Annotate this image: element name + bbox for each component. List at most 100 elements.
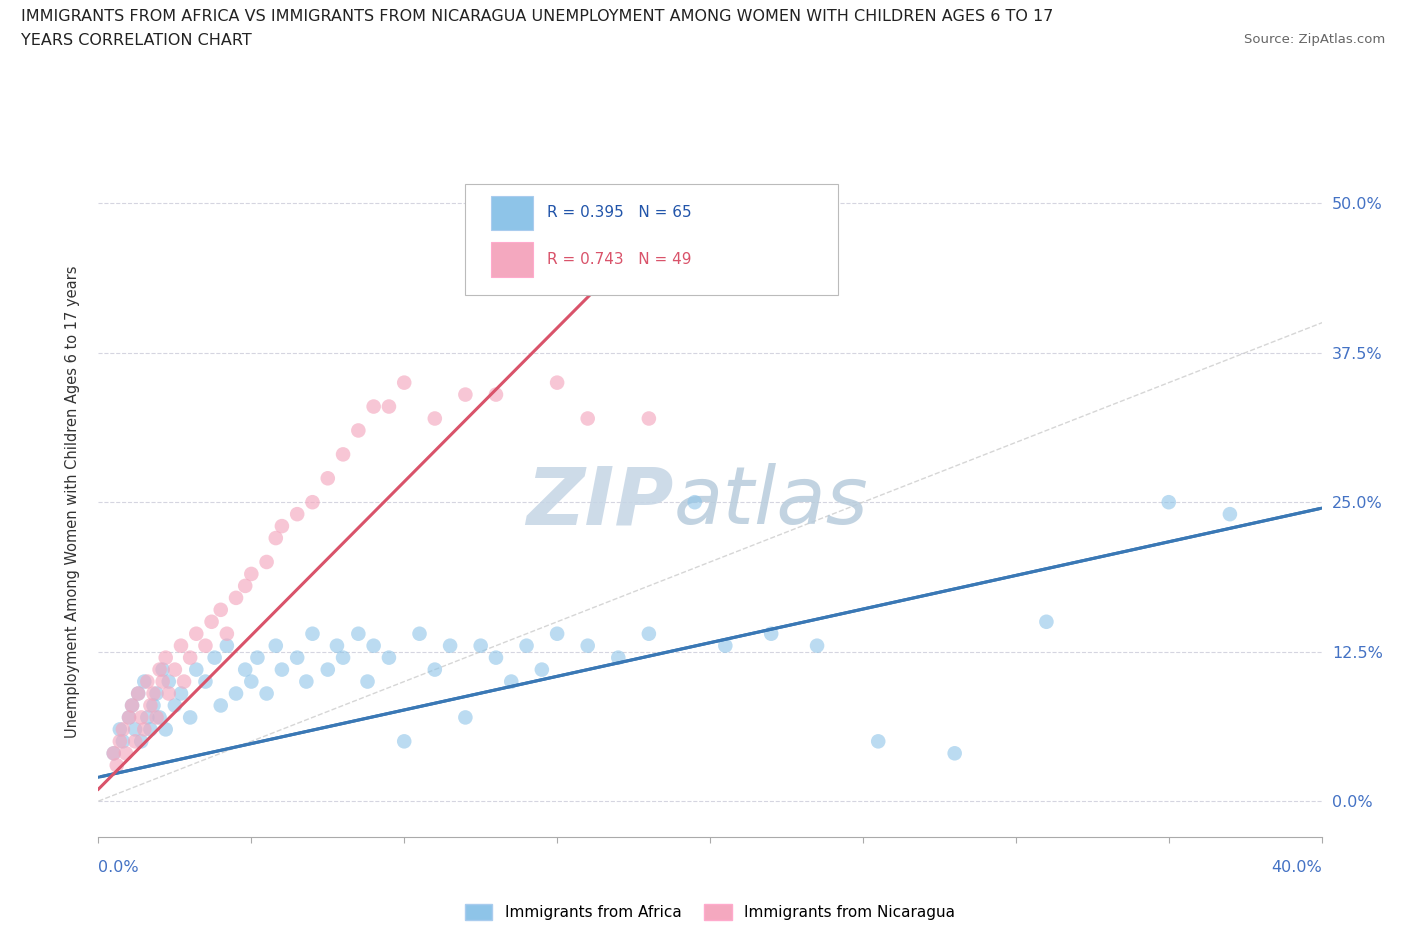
Point bbox=[127, 686, 149, 701]
Point bbox=[408, 626, 430, 641]
Point bbox=[1035, 615, 1057, 630]
Point bbox=[149, 710, 172, 724]
Point bbox=[215, 638, 238, 653]
Point bbox=[347, 423, 370, 438]
Point bbox=[124, 734, 146, 749]
Point bbox=[363, 399, 385, 414]
Point bbox=[295, 674, 318, 689]
Point bbox=[111, 722, 134, 737]
Point bbox=[240, 674, 263, 689]
Text: IMMIGRANTS FROM AFRICA VS IMMIGRANTS FROM NICARAGUA UNEMPLOYMENT AMONG WOMEN WIT: IMMIGRANTS FROM AFRICA VS IMMIGRANTS FRO… bbox=[21, 9, 1053, 24]
Point bbox=[233, 578, 256, 593]
Point bbox=[423, 662, 446, 677]
Point bbox=[163, 698, 186, 713]
Point bbox=[134, 722, 156, 737]
FancyBboxPatch shape bbox=[491, 195, 533, 231]
Point bbox=[163, 662, 186, 677]
Point bbox=[157, 686, 180, 701]
Point bbox=[179, 650, 201, 665]
Text: atlas: atlas bbox=[673, 463, 868, 541]
Point bbox=[256, 686, 278, 701]
Point bbox=[111, 734, 134, 749]
Point bbox=[485, 387, 508, 402]
Point bbox=[155, 650, 177, 665]
Point bbox=[285, 507, 308, 522]
Point bbox=[546, 375, 568, 390]
Point bbox=[118, 710, 141, 724]
Point bbox=[363, 638, 385, 653]
Point bbox=[115, 746, 138, 761]
Point bbox=[145, 686, 167, 701]
Point bbox=[103, 746, 125, 761]
Point bbox=[209, 698, 232, 713]
Point bbox=[1157, 495, 1180, 510]
Point bbox=[356, 674, 378, 689]
Point bbox=[134, 674, 156, 689]
Point bbox=[454, 387, 477, 402]
Point bbox=[316, 662, 339, 677]
Point bbox=[152, 674, 174, 689]
Point bbox=[316, 471, 339, 485]
Text: 0.0%: 0.0% bbox=[98, 860, 139, 875]
Point bbox=[485, 650, 508, 665]
Point bbox=[186, 662, 208, 677]
Point bbox=[607, 650, 630, 665]
Point bbox=[129, 710, 152, 724]
Text: 40.0%: 40.0% bbox=[1271, 860, 1322, 875]
Point bbox=[470, 638, 492, 653]
Point bbox=[136, 710, 159, 724]
Point bbox=[215, 626, 238, 641]
Point bbox=[225, 591, 247, 605]
Point bbox=[392, 734, 416, 749]
Point bbox=[139, 722, 162, 737]
Point bbox=[145, 710, 167, 724]
Point bbox=[301, 495, 323, 510]
Point bbox=[209, 603, 232, 618]
Point bbox=[173, 674, 195, 689]
Point bbox=[129, 734, 152, 749]
Point bbox=[699, 268, 721, 283]
Point bbox=[759, 626, 782, 641]
Text: R = 0.395   N = 65: R = 0.395 N = 65 bbox=[547, 206, 692, 220]
Point bbox=[142, 698, 165, 713]
Point bbox=[332, 650, 354, 665]
Point bbox=[233, 662, 256, 677]
Point bbox=[194, 638, 217, 653]
Legend: Immigrants from Africa, Immigrants from Nicaragua: Immigrants from Africa, Immigrants from … bbox=[458, 898, 962, 926]
Point bbox=[103, 746, 125, 761]
Point bbox=[439, 638, 461, 653]
Point bbox=[264, 638, 287, 653]
Text: R = 0.743   N = 49: R = 0.743 N = 49 bbox=[547, 252, 692, 267]
Point bbox=[118, 710, 141, 724]
Point bbox=[378, 399, 401, 414]
Point bbox=[683, 495, 706, 510]
Point bbox=[576, 638, 599, 653]
Point bbox=[501, 674, 523, 689]
Point bbox=[256, 554, 278, 569]
Point bbox=[378, 650, 401, 665]
Point bbox=[392, 375, 416, 390]
Point bbox=[240, 566, 263, 581]
Point bbox=[127, 686, 149, 701]
Point bbox=[1219, 507, 1241, 522]
Point bbox=[149, 662, 172, 677]
Point bbox=[157, 674, 180, 689]
Point bbox=[530, 662, 553, 677]
FancyBboxPatch shape bbox=[491, 242, 533, 277]
Point bbox=[454, 710, 477, 724]
Point bbox=[270, 662, 292, 677]
Point bbox=[124, 722, 146, 737]
Point bbox=[225, 686, 247, 701]
Point bbox=[637, 626, 661, 641]
Point bbox=[136, 674, 159, 689]
Point bbox=[121, 698, 143, 713]
Point bbox=[868, 734, 890, 749]
Point bbox=[546, 626, 568, 641]
Point bbox=[516, 638, 538, 653]
Point bbox=[139, 698, 162, 713]
Y-axis label: Unemployment Among Women with Children Ages 6 to 17 years: Unemployment Among Women with Children A… bbox=[65, 266, 80, 738]
Point bbox=[714, 638, 737, 653]
Point bbox=[194, 674, 217, 689]
Point bbox=[576, 411, 599, 426]
Point bbox=[326, 638, 349, 653]
